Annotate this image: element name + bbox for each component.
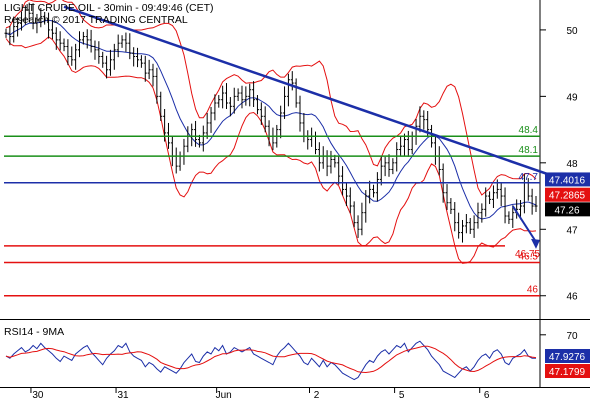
bollinger-upper (5, 0, 537, 196)
level-label: 46.75 (515, 249, 540, 260)
level-label: 47.7 (519, 172, 539, 183)
rsi-badge-label: 47.1799 (549, 367, 586, 378)
bollinger-lower (5, 36, 537, 264)
price-tick-label: 49 (566, 92, 578, 103)
price-badge (545, 172, 590, 187)
price-tick-label: 48 (566, 159, 578, 170)
bollinger-bands (5, 0, 537, 264)
trendline-line (63, 5, 564, 181)
time-tick-label: 6 (484, 390, 490, 400)
price-badge-label: 47.2865 (549, 191, 586, 202)
price-badges: 47.4016 47.2865 47.26 47.9276 47.1799 (545, 172, 590, 378)
rsi-tick-label: 70 (566, 331, 578, 342)
price-tick-label: 46 (566, 292, 578, 303)
forecast-arrow (511, 205, 540, 249)
chart-title: LIGHT CRUDE OIL - 30min - 09:49:46 (CET) (4, 2, 213, 14)
price-axis: 50 49 48 47 46 (540, 26, 578, 303)
level-label: 48.4 (519, 125, 539, 136)
rsi-ma-line (5, 345, 537, 374)
level-label: 46.5 (519, 252, 539, 263)
price-tick-label: 50 (566, 26, 578, 37)
chart-copyright: Research © 2017 TRADING CENTRAL (4, 14, 188, 26)
forecast-arrow-shaft (511, 205, 537, 243)
time-tick-label: 31 (117, 390, 129, 400)
price-badge (545, 187, 590, 202)
time-tick-label: 30 (32, 390, 44, 400)
rsi-line (5, 340, 536, 381)
rsi-title: RSI14 - 9MA (4, 326, 64, 338)
time-tick-label: 2 (314, 390, 320, 400)
time-axis: 30 31 Jun 2 5 6 (30, 387, 490, 400)
rsi-panel (5, 340, 537, 381)
level-label: 48.1 (519, 145, 539, 156)
rsi-badge (545, 349, 590, 363)
rsi-series (5, 340, 536, 381)
rsi-axis: 70 (540, 331, 578, 342)
forecast-arrow-head (531, 238, 540, 249)
price-badge-label: 47.26 (554, 205, 579, 216)
rsi-badge (545, 364, 590, 378)
price-tick-label: 47 (566, 225, 578, 236)
price-badge (545, 202, 590, 217)
level-label: 46 (527, 285, 539, 296)
rsi-ma-series (5, 345, 537, 374)
time-tick-label: Jun (216, 390, 232, 400)
time-tick-label: 5 (399, 390, 405, 400)
price-badge-label: 47.4016 (549, 175, 586, 186)
rsi-badge-label: 47.9276 (549, 352, 586, 363)
trendline (63, 5, 564, 181)
